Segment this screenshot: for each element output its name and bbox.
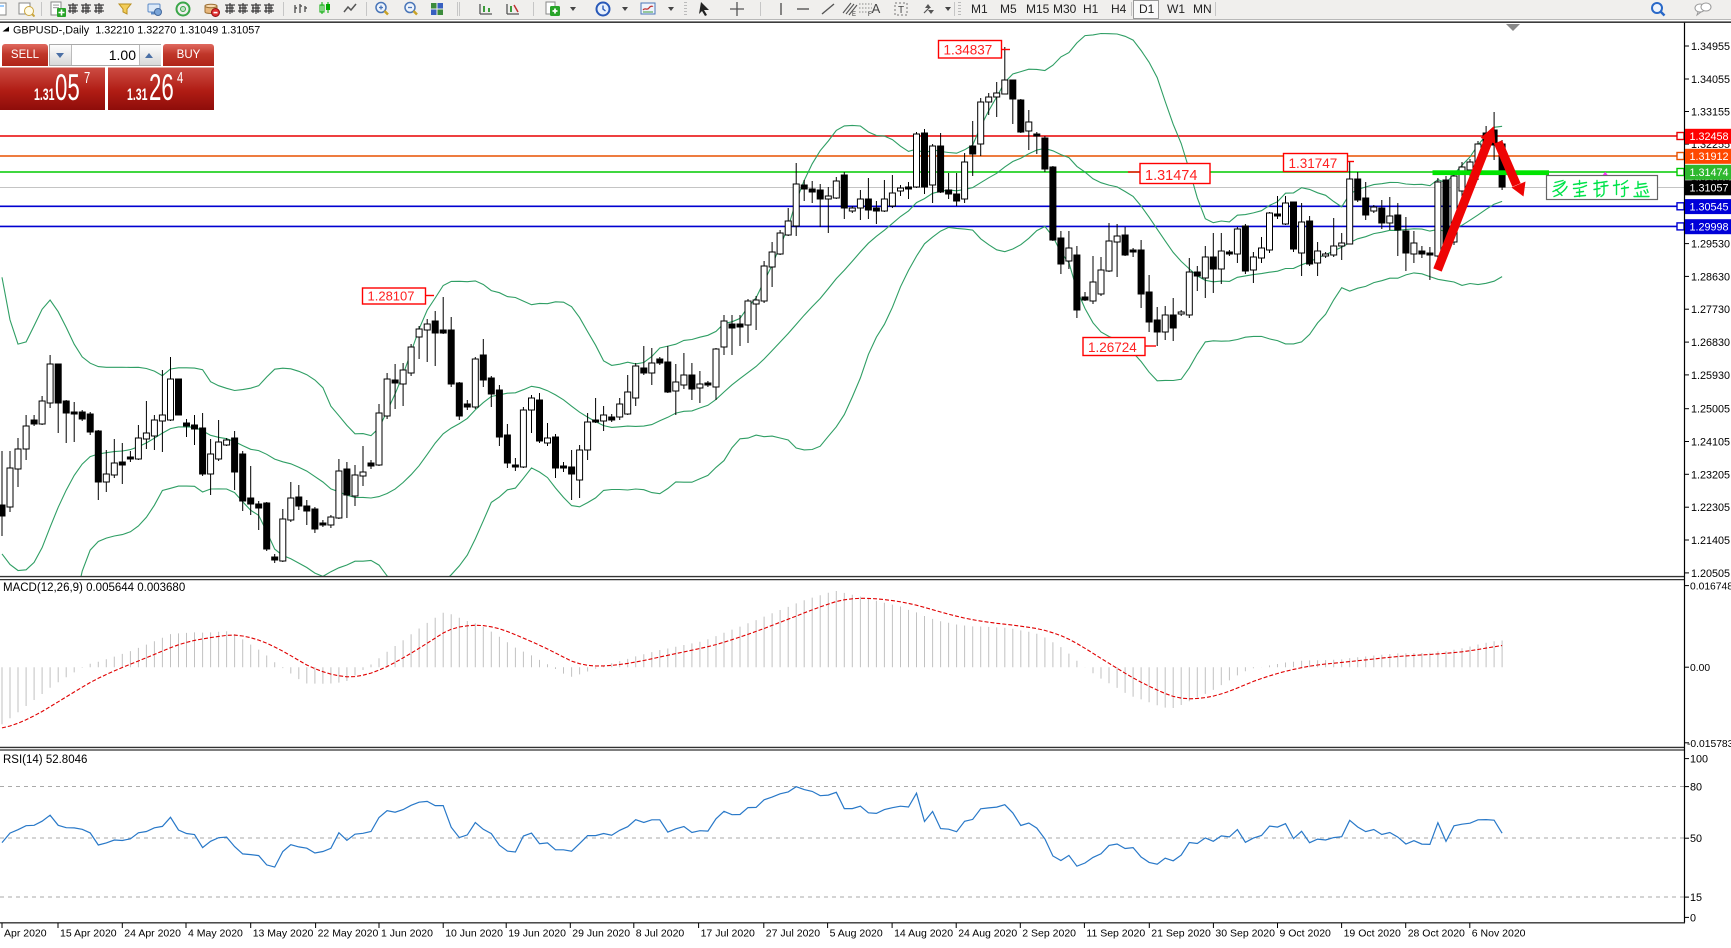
svg-text:1.34055: 1.34055 [1691,74,1730,86]
svg-text:0.016748: 0.016748 [1690,582,1731,593]
svg-text:1.28107: 1.28107 [368,289,415,304]
svg-text:1.34837: 1.34837 [944,43,993,58]
svg-text:E: E [852,12,856,17]
svg-text:1.22305: 1.22305 [1691,502,1730,514]
svg-text:GBPUSD-,Daily 1.32210 1.32270: GBPUSD-,Daily 1.32210 1.32270 1.31049 1.… [13,25,260,37]
svg-text:MACD(12,26,9) 0.005644 0.00368: MACD(12,26,9) 0.005644 0.003680 [3,582,185,594]
svg-text:6 Nov 2020: 6 Nov 2020 [1472,928,1526,940]
svg-text:14 Aug 2020: 14 Aug 2020 [894,928,953,940]
svg-text:4 May 2020: 4 May 2020 [188,928,243,940]
svg-text:1 Jun 2020: 1 Jun 2020 [381,928,433,940]
svg-text:17 Jul 2020: 17 Jul 2020 [701,928,755,940]
svg-text:1.29530: 1.29530 [1691,239,1730,251]
svg-text:1.31474: 1.31474 [1145,168,1197,184]
svg-text:F: F [868,12,872,17]
svg-text:1.26830: 1.26830 [1691,337,1730,349]
svg-text:10 Jun 2020: 10 Jun 2020 [445,928,503,940]
svg-text:1.29998: 1.29998 [1690,221,1729,233]
svg-text:1.31912: 1.31912 [1690,151,1729,163]
svg-text:0: 0 [1690,912,1696,924]
svg-text:19 Oct 2020: 19 Oct 2020 [1344,928,1401,940]
svg-text:1.31474: 1.31474 [1690,167,1729,179]
svg-text:1.20505: 1.20505 [1691,568,1730,580]
svg-text:30 Sep 2020: 30 Sep 2020 [1215,928,1275,940]
svg-text:1.31057: 1.31057 [1690,183,1729,195]
svg-text:Apr 2020: Apr 2020 [4,928,47,940]
svg-text:5 Aug 2020: 5 Aug 2020 [830,928,883,940]
svg-text:1.24105: 1.24105 [1691,437,1730,449]
svg-text:50: 50 [1690,833,1702,845]
svg-text:24 Aug 2020: 24 Aug 2020 [958,928,1017,940]
svg-text:1.21405: 1.21405 [1691,535,1730,547]
svg-text:1.25005: 1.25005 [1691,404,1730,416]
svg-text:28 Oct 2020: 28 Oct 2020 [1408,928,1465,940]
svg-text:T: T [898,5,904,16]
svg-text:0.00: 0.00 [1690,663,1710,674]
svg-text:-0.015783: -0.015783 [1687,739,1731,750]
svg-text:1.33155: 1.33155 [1691,107,1730,119]
svg-text:1.23205: 1.23205 [1691,469,1730,481]
svg-text:1.27730: 1.27730 [1691,304,1730,316]
svg-text:11 Sep 2020: 11 Sep 2020 [1086,928,1145,940]
svg-text:13 May 2020: 13 May 2020 [253,928,314,940]
svg-text:80: 80 [1690,782,1702,794]
svg-text:1.26724: 1.26724 [1088,340,1137,355]
svg-text:29 Jun 2020: 29 Jun 2020 [572,928,630,940]
svg-text:27 Jul 2020: 27 Jul 2020 [766,928,820,940]
svg-text:RSI(14) 52.8046: RSI(14) 52.8046 [3,754,87,766]
svg-text:1.25930: 1.25930 [1691,370,1730,382]
svg-text:15: 15 [1690,892,1702,904]
svg-text:1.28630: 1.28630 [1691,271,1730,283]
svg-text:2 Sep 2020: 2 Sep 2020 [1022,928,1076,940]
svg-text:21 Sep 2020: 21 Sep 2020 [1151,928,1211,940]
svg-text:19 Jun 2020: 19 Jun 2020 [508,928,566,940]
svg-text:100: 100 [1690,754,1708,766]
svg-text:8 Jul 2020: 8 Jul 2020 [636,928,685,940]
svg-text:1.30545: 1.30545 [1690,201,1729,213]
svg-text:15 Apr 2020: 15 Apr 2020 [60,928,117,940]
svg-text:1.34955: 1.34955 [1691,41,1730,53]
svg-text:24 Apr 2020: 24 Apr 2020 [124,928,181,940]
svg-text:22 May 2020: 22 May 2020 [318,928,379,940]
svg-text:1.31747: 1.31747 [1289,156,1338,171]
svg-text:9 Oct 2020: 9 Oct 2020 [1280,928,1332,940]
svg-text:1.32458: 1.32458 [1690,131,1729,143]
